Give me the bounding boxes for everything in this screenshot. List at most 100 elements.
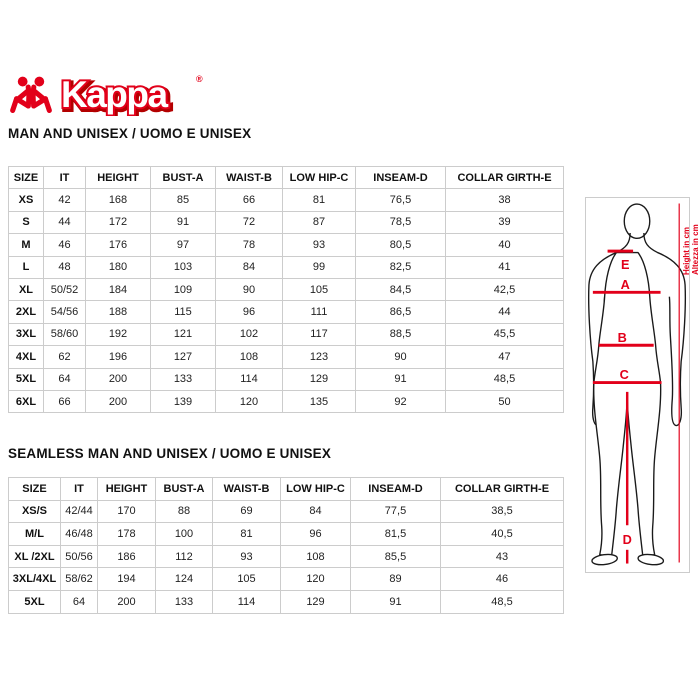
value-cell: 127 bbox=[150, 345, 216, 369]
value-cell: 200 bbox=[85, 367, 151, 391]
column-header: BUST-A bbox=[155, 477, 213, 501]
value-cell: 88 bbox=[155, 499, 213, 524]
value-cell: 47 bbox=[445, 345, 564, 369]
value-cell: 80,5 bbox=[355, 233, 446, 257]
table-row: 5XL 64 200 133 114 129 91 48,5 bbox=[8, 589, 564, 614]
size-cell: 5XL bbox=[8, 589, 61, 614]
value-cell: 77,5 bbox=[350, 499, 441, 524]
label-waist-b: B bbox=[618, 330, 627, 345]
value-cell: 72 bbox=[215, 210, 283, 235]
size-cell: 2XL bbox=[8, 300, 44, 324]
height-caption-en: Height in cm bbox=[682, 226, 691, 275]
column-header: LOW HIP-C bbox=[280, 477, 351, 501]
height-caption-it: Altezza in cm bbox=[691, 224, 700, 275]
table-row: 6XL 66 200 139 120 135 92 50 bbox=[8, 389, 564, 414]
value-cell: 112 bbox=[155, 544, 213, 569]
value-cell: 108 bbox=[280, 544, 351, 569]
value-cell: 88,5 bbox=[355, 322, 446, 347]
table-row: 5XL 64 200 133 114 129 91 48,5 bbox=[8, 367, 564, 391]
column-header: HEIGHT bbox=[85, 165, 151, 190]
value-cell: 76,5 bbox=[355, 188, 446, 212]
table-row: L 48 180 103 84 99 82,5 41 bbox=[8, 255, 564, 279]
value-cell: 129 bbox=[282, 367, 356, 391]
table-row: S 44 172 91 72 87 78,5 39 bbox=[8, 210, 564, 235]
value-cell: 105 bbox=[212, 567, 281, 591]
value-cell: 48,5 bbox=[440, 589, 564, 614]
value-cell: 54/56 bbox=[43, 300, 86, 324]
column-header: LOW HIP-C bbox=[282, 165, 356, 190]
value-cell: 139 bbox=[150, 389, 216, 414]
value-cell: 117 bbox=[282, 322, 356, 347]
size-table-man-unisex: SIZE IT HEIGHT BUST-A WAIST-B LOW HIP-C INSEAM… bbox=[8, 165, 564, 414]
value-cell: 133 bbox=[150, 367, 216, 391]
value-cell: 184 bbox=[85, 277, 151, 302]
body-silhouette: E A B C D bbox=[588, 203, 687, 566]
value-cell: 102 bbox=[215, 322, 283, 347]
table-row: M/L 46/48 178 100 81 96 81,5 40,5 bbox=[8, 522, 564, 546]
size-cell: 3XL bbox=[8, 322, 44, 347]
value-cell: 120 bbox=[215, 389, 283, 414]
value-cell: 99 bbox=[282, 255, 356, 279]
column-header: IT bbox=[60, 477, 98, 501]
value-cell: 85,5 bbox=[350, 544, 441, 569]
value-cell: 82,5 bbox=[355, 255, 446, 279]
kappa-wordmark-shadow: Kappa bbox=[63, 76, 171, 116]
value-cell: 97 bbox=[150, 233, 216, 257]
value-cell: 40,5 bbox=[440, 522, 564, 546]
value-cell: 93 bbox=[282, 233, 356, 257]
value-cell: 58/62 bbox=[60, 567, 98, 591]
value-cell: 120 bbox=[280, 567, 351, 591]
value-cell: 42,5 bbox=[445, 277, 564, 302]
value-cell: 38,5 bbox=[440, 499, 564, 524]
value-cell: 86,5 bbox=[355, 300, 446, 324]
value-cell: 123 bbox=[282, 345, 356, 369]
size-cell: 5XL bbox=[8, 367, 44, 391]
value-cell: 40 bbox=[445, 233, 564, 257]
column-header: COLLAR GIRTH-E bbox=[445, 165, 564, 190]
value-cell: 194 bbox=[97, 567, 156, 591]
figure-foot-right bbox=[637, 553, 665, 566]
kappa-wordmark-text: Kappa bbox=[61, 74, 169, 115]
size-cell: XL /2XL bbox=[8, 544, 61, 569]
value-cell: 129 bbox=[280, 589, 351, 614]
size-cell: L bbox=[8, 255, 44, 279]
value-cell: 91 bbox=[355, 367, 446, 391]
value-cell: 64 bbox=[43, 367, 86, 391]
value-cell: 81 bbox=[282, 188, 356, 212]
header-row: SIZE IT HEIGHT BUST-A WAIST-B LOW HIP-C INSEAM… bbox=[8, 477, 564, 501]
value-cell: 46 bbox=[43, 233, 86, 257]
column-header: WAIST-B bbox=[215, 165, 283, 190]
column-header: WAIST-B bbox=[212, 477, 281, 501]
label-bust-a: A bbox=[621, 277, 630, 292]
table-row: XS 42 168 85 66 81 76,5 38 bbox=[8, 188, 564, 212]
registered-mark: ® bbox=[196, 74, 203, 84]
table-row: XL 50/52 184 109 90 105 84,5 42,5 bbox=[8, 277, 564, 302]
value-cell: 42/44 bbox=[60, 499, 98, 524]
value-cell: 44 bbox=[43, 210, 86, 235]
value-cell: 39 bbox=[445, 210, 564, 235]
kappa-logo: Kappa Kappa ® bbox=[8, 70, 208, 116]
value-cell: 90 bbox=[355, 345, 446, 369]
section-title-man-unisex: MAN AND UNISEX / UOMO E UNISEX bbox=[8, 126, 252, 141]
size-cell: XS bbox=[8, 188, 44, 212]
value-cell: 105 bbox=[282, 277, 356, 302]
value-cell: 178 bbox=[97, 522, 156, 546]
value-cell: 45,5 bbox=[445, 322, 564, 347]
value-cell: 48,5 bbox=[445, 367, 564, 391]
value-cell: 38 bbox=[445, 188, 564, 212]
column-header: INSEAM-D bbox=[355, 165, 446, 190]
column-header: BUST-A bbox=[150, 165, 216, 190]
size-cell: 6XL bbox=[8, 389, 44, 414]
value-cell: 111 bbox=[282, 300, 356, 324]
measurement-figure-box: E A B C D bbox=[585, 197, 690, 573]
section-title-seamless: SEAMLESS MAN AND UNISEX / UOMO E UNISEX bbox=[8, 446, 332, 461]
value-cell: 66 bbox=[43, 389, 86, 414]
size-cell: S bbox=[8, 210, 44, 235]
column-header: INSEAM-D bbox=[350, 477, 441, 501]
figure-head bbox=[623, 203, 651, 240]
size-table-seamless: SIZE IT HEIGHT BUST-A WAIST-B LOW HIP-C INSEAM… bbox=[8, 477, 564, 614]
value-cell: 46 bbox=[440, 567, 564, 591]
value-cell: 114 bbox=[215, 367, 283, 391]
value-cell: 96 bbox=[215, 300, 283, 324]
value-cell: 100 bbox=[155, 522, 213, 546]
